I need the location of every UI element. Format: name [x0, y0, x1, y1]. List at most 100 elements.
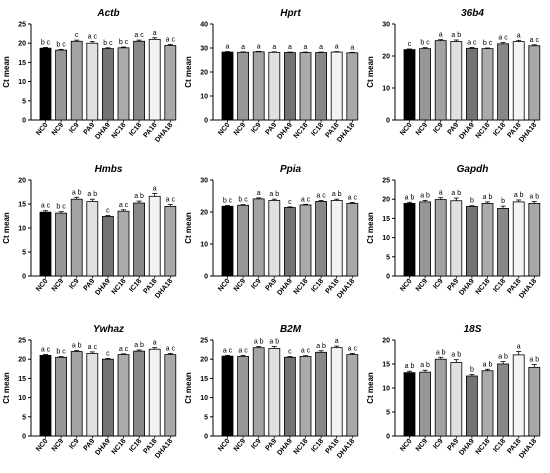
significance-label: a	[226, 44, 230, 51]
bar	[299, 204, 312, 277]
y-tick-label: 5	[22, 250, 26, 257]
bar	[450, 200, 463, 277]
y-tick-label: 25	[200, 338, 208, 345]
x-tick-label: DHA9	[458, 438, 476, 457]
significance-label: a b	[254, 339, 264, 346]
x-tick-label: PA9	[447, 438, 461, 453]
x-tick-label: IC9	[68, 122, 80, 135]
panel-title: Hprt	[280, 8, 301, 19]
significance-label: b	[501, 198, 505, 205]
y-tick-label: 40	[200, 22, 208, 29]
significance-label: a	[439, 190, 443, 197]
significance-label: a c	[119, 346, 129, 353]
significance-label: a	[272, 44, 276, 51]
x-tick-label: DHA18	[518, 122, 538, 144]
x-tick-label: NC18	[111, 438, 128, 456]
bar	[70, 351, 83, 437]
x-tick-label: NC18	[475, 278, 492, 296]
y-tick-label: 0	[204, 118, 208, 125]
significance-label: a b	[269, 339, 279, 346]
significance-label: b c	[238, 197, 248, 204]
significance-label: c	[75, 32, 79, 39]
x-tick-label: NC0	[217, 278, 231, 293]
bar	[133, 350, 146, 437]
x-tick-label: NC18	[293, 438, 310, 456]
y-tick-label: 20	[200, 357, 208, 364]
significance-label: a	[335, 338, 339, 345]
y-tick-label: 5	[386, 254, 390, 261]
bar	[419, 48, 432, 121]
bar	[465, 375, 478, 437]
bar	[419, 371, 432, 437]
bar	[164, 45, 177, 121]
significance-label: b c	[103, 40, 113, 47]
significance-label: c	[106, 208, 110, 215]
bar	[70, 198, 83, 277]
significance-label: a	[153, 30, 157, 37]
significance-label: c	[408, 41, 412, 48]
x-tick-label: NC9	[415, 122, 429, 137]
x-tick-label: NC9	[415, 278, 429, 293]
x-tick-label: NC0	[399, 278, 413, 293]
significance-label: a c	[88, 34, 98, 41]
x-tick-label: IC9	[250, 122, 262, 135]
panel-title: Ppia	[280, 164, 302, 175]
significance-label: a c	[166, 36, 176, 43]
y-tick-label: 20	[200, 70, 208, 77]
significance-label: c	[106, 350, 110, 357]
significance-label: a b	[405, 363, 415, 370]
significance-label: a c	[316, 192, 326, 199]
bar	[70, 40, 83, 121]
bar	[346, 354, 359, 437]
y-tick-label: 0	[22, 274, 26, 281]
significance-label: a c	[41, 203, 51, 210]
x-tick-label: IC18	[310, 438, 325, 454]
bar	[450, 41, 463, 121]
bar	[512, 354, 525, 437]
significance-label: a	[241, 44, 245, 51]
y-tick-label: 10	[18, 226, 26, 233]
x-tick-label: PA9	[447, 122, 461, 137]
significance-label: a b	[483, 361, 493, 368]
bar	[55, 212, 67, 277]
x-tick-label: IC9	[432, 278, 444, 291]
x-tick-label: PA9	[447, 278, 461, 293]
significance-label: a c	[41, 347, 51, 354]
bar	[403, 372, 416, 437]
y-tick-label: 20	[18, 357, 26, 364]
bar	[330, 51, 343, 121]
y-tick-label: 20	[18, 41, 26, 48]
y-axis-label: Ct mean	[2, 212, 11, 244]
bar	[497, 363, 510, 437]
significance-label: a b	[134, 342, 144, 349]
significance-label: a b	[451, 352, 461, 359]
bar	[481, 203, 494, 277]
y-tick-label: 10	[200, 242, 208, 249]
significance-label: a b	[498, 354, 508, 361]
y-tick-label: 10	[382, 86, 390, 93]
bar	[450, 362, 463, 437]
y-tick-label: 10	[18, 395, 26, 402]
y-tick-label: 15	[18, 60, 26, 67]
bar	[403, 203, 416, 277]
y-axis-label: Ct mean	[366, 56, 375, 88]
significance-label: a b	[529, 356, 539, 363]
significance-label: a	[153, 340, 157, 347]
bar	[39, 211, 52, 277]
significance-label: a c	[119, 202, 129, 209]
significance-label: a c	[238, 347, 248, 354]
x-tick-label: IC9	[68, 278, 80, 291]
bar	[102, 358, 114, 437]
x-tick-label: NC0	[35, 122, 49, 137]
bar	[117, 354, 130, 437]
x-tick-label: IC18	[128, 278, 143, 294]
x-tick-label: DHA9	[458, 278, 476, 297]
significance-label: b c	[56, 349, 66, 356]
x-tick-label: PA9	[265, 122, 279, 137]
x-tick-label: DHA9	[276, 278, 294, 297]
significance-label: a	[257, 190, 261, 197]
bar	[315, 201, 328, 277]
x-tick-label: IC9	[250, 278, 262, 291]
bar	[528, 45, 541, 121]
bar	[330, 347, 343, 437]
